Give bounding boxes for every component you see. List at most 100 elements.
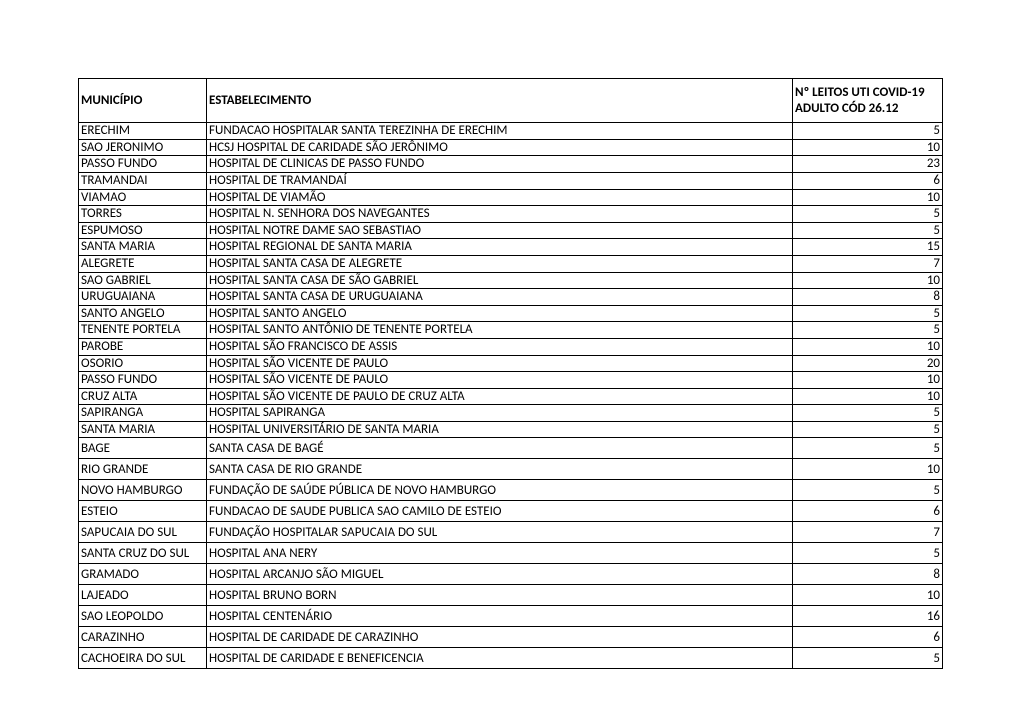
cell-estabelecimento: HOSPITAL SÃO VICENTE DE PAULO DE CRUZ AL… (207, 388, 793, 405)
table-row: TORRESHOSPITAL N. SENHORA DOS NAVEGANTES… (79, 206, 943, 223)
cell-estabelecimento: HOSPITAL N. SENHORA DOS NAVEGANTES (207, 206, 793, 223)
cell-estabelecimento: HOSPITAL SAPIRANGA (207, 405, 793, 422)
cell-leitos: 5 (793, 305, 943, 322)
cell-leitos: 6 (793, 627, 943, 648)
cell-municipio: RIO GRANDE (79, 459, 207, 480)
cell-municipio: SAO GABRIEL (79, 272, 207, 289)
table-row: PASSO FUNDOHOSPITAL SÃO VICENTE DE PAULO… (79, 372, 943, 389)
cell-estabelecimento: HOSPITAL DE TRAMANDAÍ (207, 172, 793, 189)
cell-municipio: SANTO ANGELO (79, 305, 207, 322)
table-row: CRUZ ALTAHOSPITAL SÃO VICENTE DE PAULO D… (79, 388, 943, 405)
cell-leitos: 8 (793, 564, 943, 585)
cell-estabelecimento: HOSPITAL REGIONAL DE SANTA MARIA (207, 239, 793, 256)
cell-municipio: VIAMAO (79, 189, 207, 206)
table-row: SANTA MARIAHOSPITAL UNIVERSITÁRIO DE SAN… (79, 421, 943, 438)
cell-estabelecimento: HCSJ HOSPITAL DE CARIDADE SÃO JERÔNIMO (207, 139, 793, 156)
cell-estabelecimento: HOSPITAL SANTO ANTÔNIO DE TENENTE PORTEL… (207, 322, 793, 339)
cell-municipio: SAO LEOPOLDO (79, 606, 207, 627)
table-row: OSORIOHOSPITAL SÃO VICENTE DE PAULO20 (79, 355, 943, 372)
cell-estabelecimento: HOSPITAL UNIVERSITÁRIO DE SANTA MARIA (207, 421, 793, 438)
cell-leitos: 10 (793, 585, 943, 606)
cell-leitos: 20 (793, 355, 943, 372)
cell-estabelecimento: FUNDAÇÃO HOSPITALAR SAPUCAIA DO SUL (207, 522, 793, 543)
cell-estabelecimento: HOSPITAL ARCANJO SÃO MIGUEL (207, 564, 793, 585)
cell-municipio: PAROBE (79, 338, 207, 355)
cell-estabelecimento: HOSPITAL SÃO VICENTE DE PAULO (207, 372, 793, 389)
cell-estabelecimento: HOSPITAL NOTRE DAME SAO SEBASTIAO (207, 222, 793, 239)
cell-estabelecimento: FUNDACAO DE SAUDE PUBLICA SAO CAMILO DE … (207, 501, 793, 522)
table-header: MUNICÍPIO ESTABELECIMENTO Nº LEITOS UTI … (79, 79, 943, 123)
cell-leitos: 6 (793, 501, 943, 522)
cell-leitos: 7 (793, 522, 943, 543)
cell-leitos: 10 (793, 189, 943, 206)
cell-municipio: BAGE (79, 438, 207, 459)
table-row: SANTO ANGELOHOSPITAL SANTO ANGELO5 (79, 305, 943, 322)
cell-estabelecimento: FUNDACAO HOSPITALAR SANTA TEREZINHA DE E… (207, 123, 793, 140)
cell-leitos: 10 (793, 338, 943, 355)
cell-municipio: SANTA MARIA (79, 239, 207, 256)
table-row: SAPUCAIA DO SULFUNDAÇÃO HOSPITALAR SAPUC… (79, 522, 943, 543)
cell-municipio: ERECHIM (79, 123, 207, 140)
cell-estabelecimento: HOSPITAL DE CARIDADE DE CARAZINHO (207, 627, 793, 648)
cell-leitos: 5 (793, 222, 943, 239)
cell-estabelecimento: HOSPITAL DE CARIDADE E BENEFICENCIA (207, 648, 793, 669)
cell-leitos: 5 (793, 206, 943, 223)
cell-leitos: 5 (793, 480, 943, 501)
leitos-table: MUNICÍPIO ESTABELECIMENTO Nº LEITOS UTI … (78, 78, 943, 669)
cell-municipio: ESPUMOSO (79, 222, 207, 239)
cell-municipio: OSORIO (79, 355, 207, 372)
cell-municipio: ESTEIO (79, 501, 207, 522)
cell-estabelecimento: HOSPITAL ANA NERY (207, 543, 793, 564)
cell-estabelecimento: HOSPITAL SÃO FRANCISCO DE ASSIS (207, 338, 793, 355)
table-row: ERECHIMFUNDACAO HOSPITALAR SANTA TEREZIN… (79, 123, 943, 140)
cell-leitos: 7 (793, 255, 943, 272)
table-row: GRAMADOHOSPITAL ARCANJO SÃO MIGUEL8 (79, 564, 943, 585)
cell-municipio: CACHOEIRA DO SUL (79, 648, 207, 669)
cell-municipio: TORRES (79, 206, 207, 223)
cell-leitos: 5 (793, 421, 943, 438)
cell-leitos: 10 (793, 272, 943, 289)
cell-leitos: 5 (793, 123, 943, 140)
cell-estabelecimento: HOSPITAL DE VIAMÃO (207, 189, 793, 206)
cell-municipio: SANTA MARIA (79, 421, 207, 438)
table-row: CARAZINHOHOSPITAL DE CARIDADE DE CARAZIN… (79, 627, 943, 648)
cell-municipio: LAJEADO (79, 585, 207, 606)
table-row: BAGESANTA CASA DE BAGÉ5 (79, 438, 943, 459)
cell-leitos: 10 (793, 372, 943, 389)
cell-leitos: 5 (793, 405, 943, 422)
table-row: LAJEADOHOSPITAL BRUNO BORN10 (79, 585, 943, 606)
table-body: ERECHIMFUNDACAO HOSPITALAR SANTA TEREZIN… (79, 123, 943, 669)
cell-estabelecimento: HOSPITAL SÃO VICENTE DE PAULO (207, 355, 793, 372)
cell-leitos: 8 (793, 289, 943, 306)
table-row: SAPIRANGAHOSPITAL SAPIRANGA5 (79, 405, 943, 422)
table-row: PAROBEHOSPITAL SÃO FRANCISCO DE ASSIS10 (79, 338, 943, 355)
table-row: SAO LEOPOLDOHOSPITAL CENTENÁRIO16 (79, 606, 943, 627)
cell-municipio: PASSO FUNDO (79, 372, 207, 389)
table-row: NOVO HAMBURGOFUNDAÇÃO DE SAÚDE PÚBLICA D… (79, 480, 943, 501)
cell-municipio: TRAMANDAI (79, 172, 207, 189)
cell-leitos: 10 (793, 459, 943, 480)
table-row: PASSO FUNDOHOSPITAL DE CLINICAS DE PASSO… (79, 156, 943, 173)
table-row: RIO GRANDESANTA CASA DE RIO GRANDE10 (79, 459, 943, 480)
table-header-row: MUNICÍPIO ESTABELECIMENTO Nº LEITOS UTI … (79, 79, 943, 123)
cell-leitos: 6 (793, 172, 943, 189)
cell-leitos: 5 (793, 543, 943, 564)
cell-estabelecimento: FUNDAÇÃO DE SAÚDE PÚBLICA DE NOVO HAMBUR… (207, 480, 793, 501)
cell-leitos: 5 (793, 438, 943, 459)
cell-municipio: SAPIRANGA (79, 405, 207, 422)
table-row: ESPUMOSOHOSPITAL NOTRE DAME SAO SEBASTIA… (79, 222, 943, 239)
cell-leitos: 10 (793, 139, 943, 156)
table-row: SANTA CRUZ DO SULHOSPITAL ANA NERY5 (79, 543, 943, 564)
cell-municipio: PASSO FUNDO (79, 156, 207, 173)
cell-municipio: TENENTE PORTELA (79, 322, 207, 339)
table-row: ALEGRETEHOSPITAL SANTA CASA DE ALEGRETE7 (79, 255, 943, 272)
cell-municipio: NOVO HAMBURGO (79, 480, 207, 501)
table-row: TRAMANDAIHOSPITAL DE TRAMANDAÍ6 (79, 172, 943, 189)
cell-estabelecimento: HOSPITAL CENTENÁRIO (207, 606, 793, 627)
cell-municipio: URUGUAIANA (79, 289, 207, 306)
cell-municipio: SAO JERONIMO (79, 139, 207, 156)
col-header-estabelecimento: ESTABELECIMENTO (207, 79, 793, 123)
cell-estabelecimento: HOSPITAL SANTA CASA DE ALEGRETE (207, 255, 793, 272)
table-row: TENENTE PORTELAHOSPITAL SANTO ANTÔNIO DE… (79, 322, 943, 339)
cell-municipio: GRAMADO (79, 564, 207, 585)
